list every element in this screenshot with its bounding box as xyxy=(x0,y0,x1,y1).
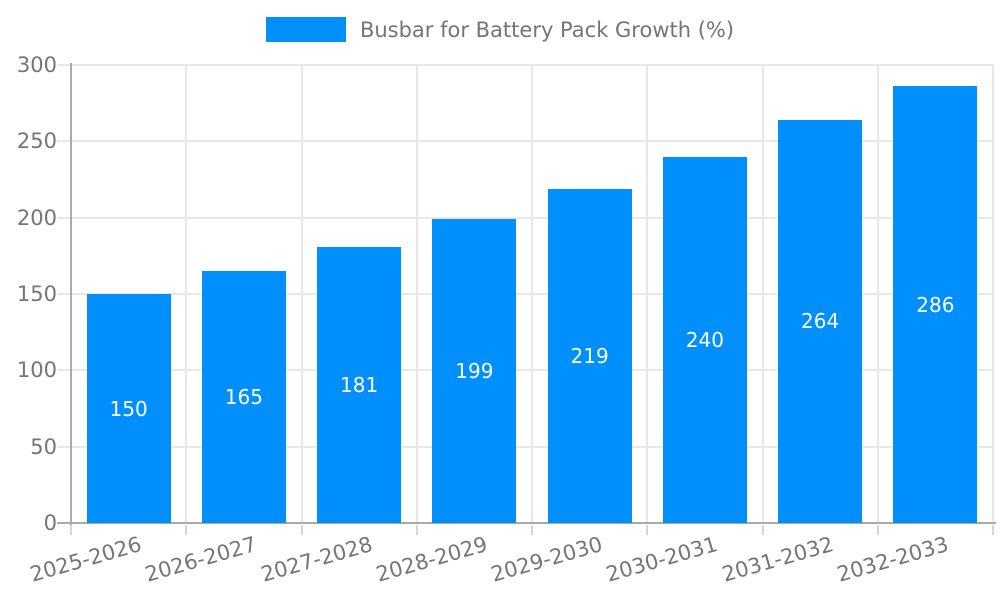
bar-value-label: 199 xyxy=(455,359,494,384)
bar-value-label: 286 xyxy=(916,292,955,317)
x-tick xyxy=(300,525,303,535)
x-tick xyxy=(415,525,418,535)
y-axis-label: 50 xyxy=(30,434,57,459)
v-gridline xyxy=(761,65,764,523)
y-axis-label: 0 xyxy=(43,511,57,535)
bar-value-label: 181 xyxy=(340,372,379,397)
legend: Busbar for Battery Pack Growth (%) xyxy=(0,17,1000,42)
v-gridline xyxy=(185,65,188,523)
x-axis-label: 2027-2028 xyxy=(258,532,375,587)
x-tick xyxy=(185,525,188,535)
x-axis-label: 2031-2032 xyxy=(719,532,836,587)
bar xyxy=(893,86,978,523)
x-axis-label: 2029-2030 xyxy=(488,532,606,587)
bar-value-label: 240 xyxy=(685,327,724,352)
bar xyxy=(662,156,747,523)
h-gridline xyxy=(57,140,993,143)
bar-value-label: 165 xyxy=(224,385,263,410)
h-gridline xyxy=(57,445,993,448)
x-tick xyxy=(531,525,533,535)
bar-value-label: 219 xyxy=(570,343,609,368)
h-gridline xyxy=(57,369,993,372)
bar xyxy=(778,119,863,523)
v-gridline xyxy=(415,65,418,523)
v-gridline xyxy=(992,65,994,523)
x-axis-label: 2030-2031 xyxy=(603,532,721,587)
y-axis-label: 100 xyxy=(16,358,57,383)
y-axis-line xyxy=(70,63,72,525)
x-tick xyxy=(992,525,994,535)
v-gridline xyxy=(646,65,649,523)
y-axis-label: 250 xyxy=(16,129,57,154)
y-axis-label: 200 xyxy=(16,205,57,230)
v-gridline xyxy=(876,65,879,523)
x-tick xyxy=(761,525,764,535)
x-tick xyxy=(70,525,72,535)
legend-label: Busbar for Battery Pack Growth (%) xyxy=(359,17,735,42)
bar xyxy=(432,219,517,523)
bar xyxy=(86,294,171,523)
x-axis-label: 2028-2029 xyxy=(373,532,490,587)
x-tick xyxy=(876,525,879,535)
bar xyxy=(547,188,632,523)
x-tick xyxy=(646,525,649,535)
x-axis-line xyxy=(57,522,996,524)
x-axis-label: 2025-2026 xyxy=(27,532,145,587)
x-axis-label: 2026-2027 xyxy=(142,532,260,587)
h-gridline xyxy=(57,216,993,219)
bar xyxy=(317,246,402,523)
y-axis-label: 150 xyxy=(16,282,57,306)
v-gridline xyxy=(531,65,533,523)
legend-swatch xyxy=(265,17,346,42)
h-gridline xyxy=(57,293,993,295)
h-gridline xyxy=(57,64,993,66)
y-axis-label: 300 xyxy=(16,53,57,77)
bar-value-label: 150 xyxy=(109,396,148,421)
x-axis-label: 2032-2033 xyxy=(834,532,951,587)
bar-value-label: 264 xyxy=(801,309,840,334)
bar xyxy=(201,271,286,523)
v-gridline xyxy=(300,65,303,523)
